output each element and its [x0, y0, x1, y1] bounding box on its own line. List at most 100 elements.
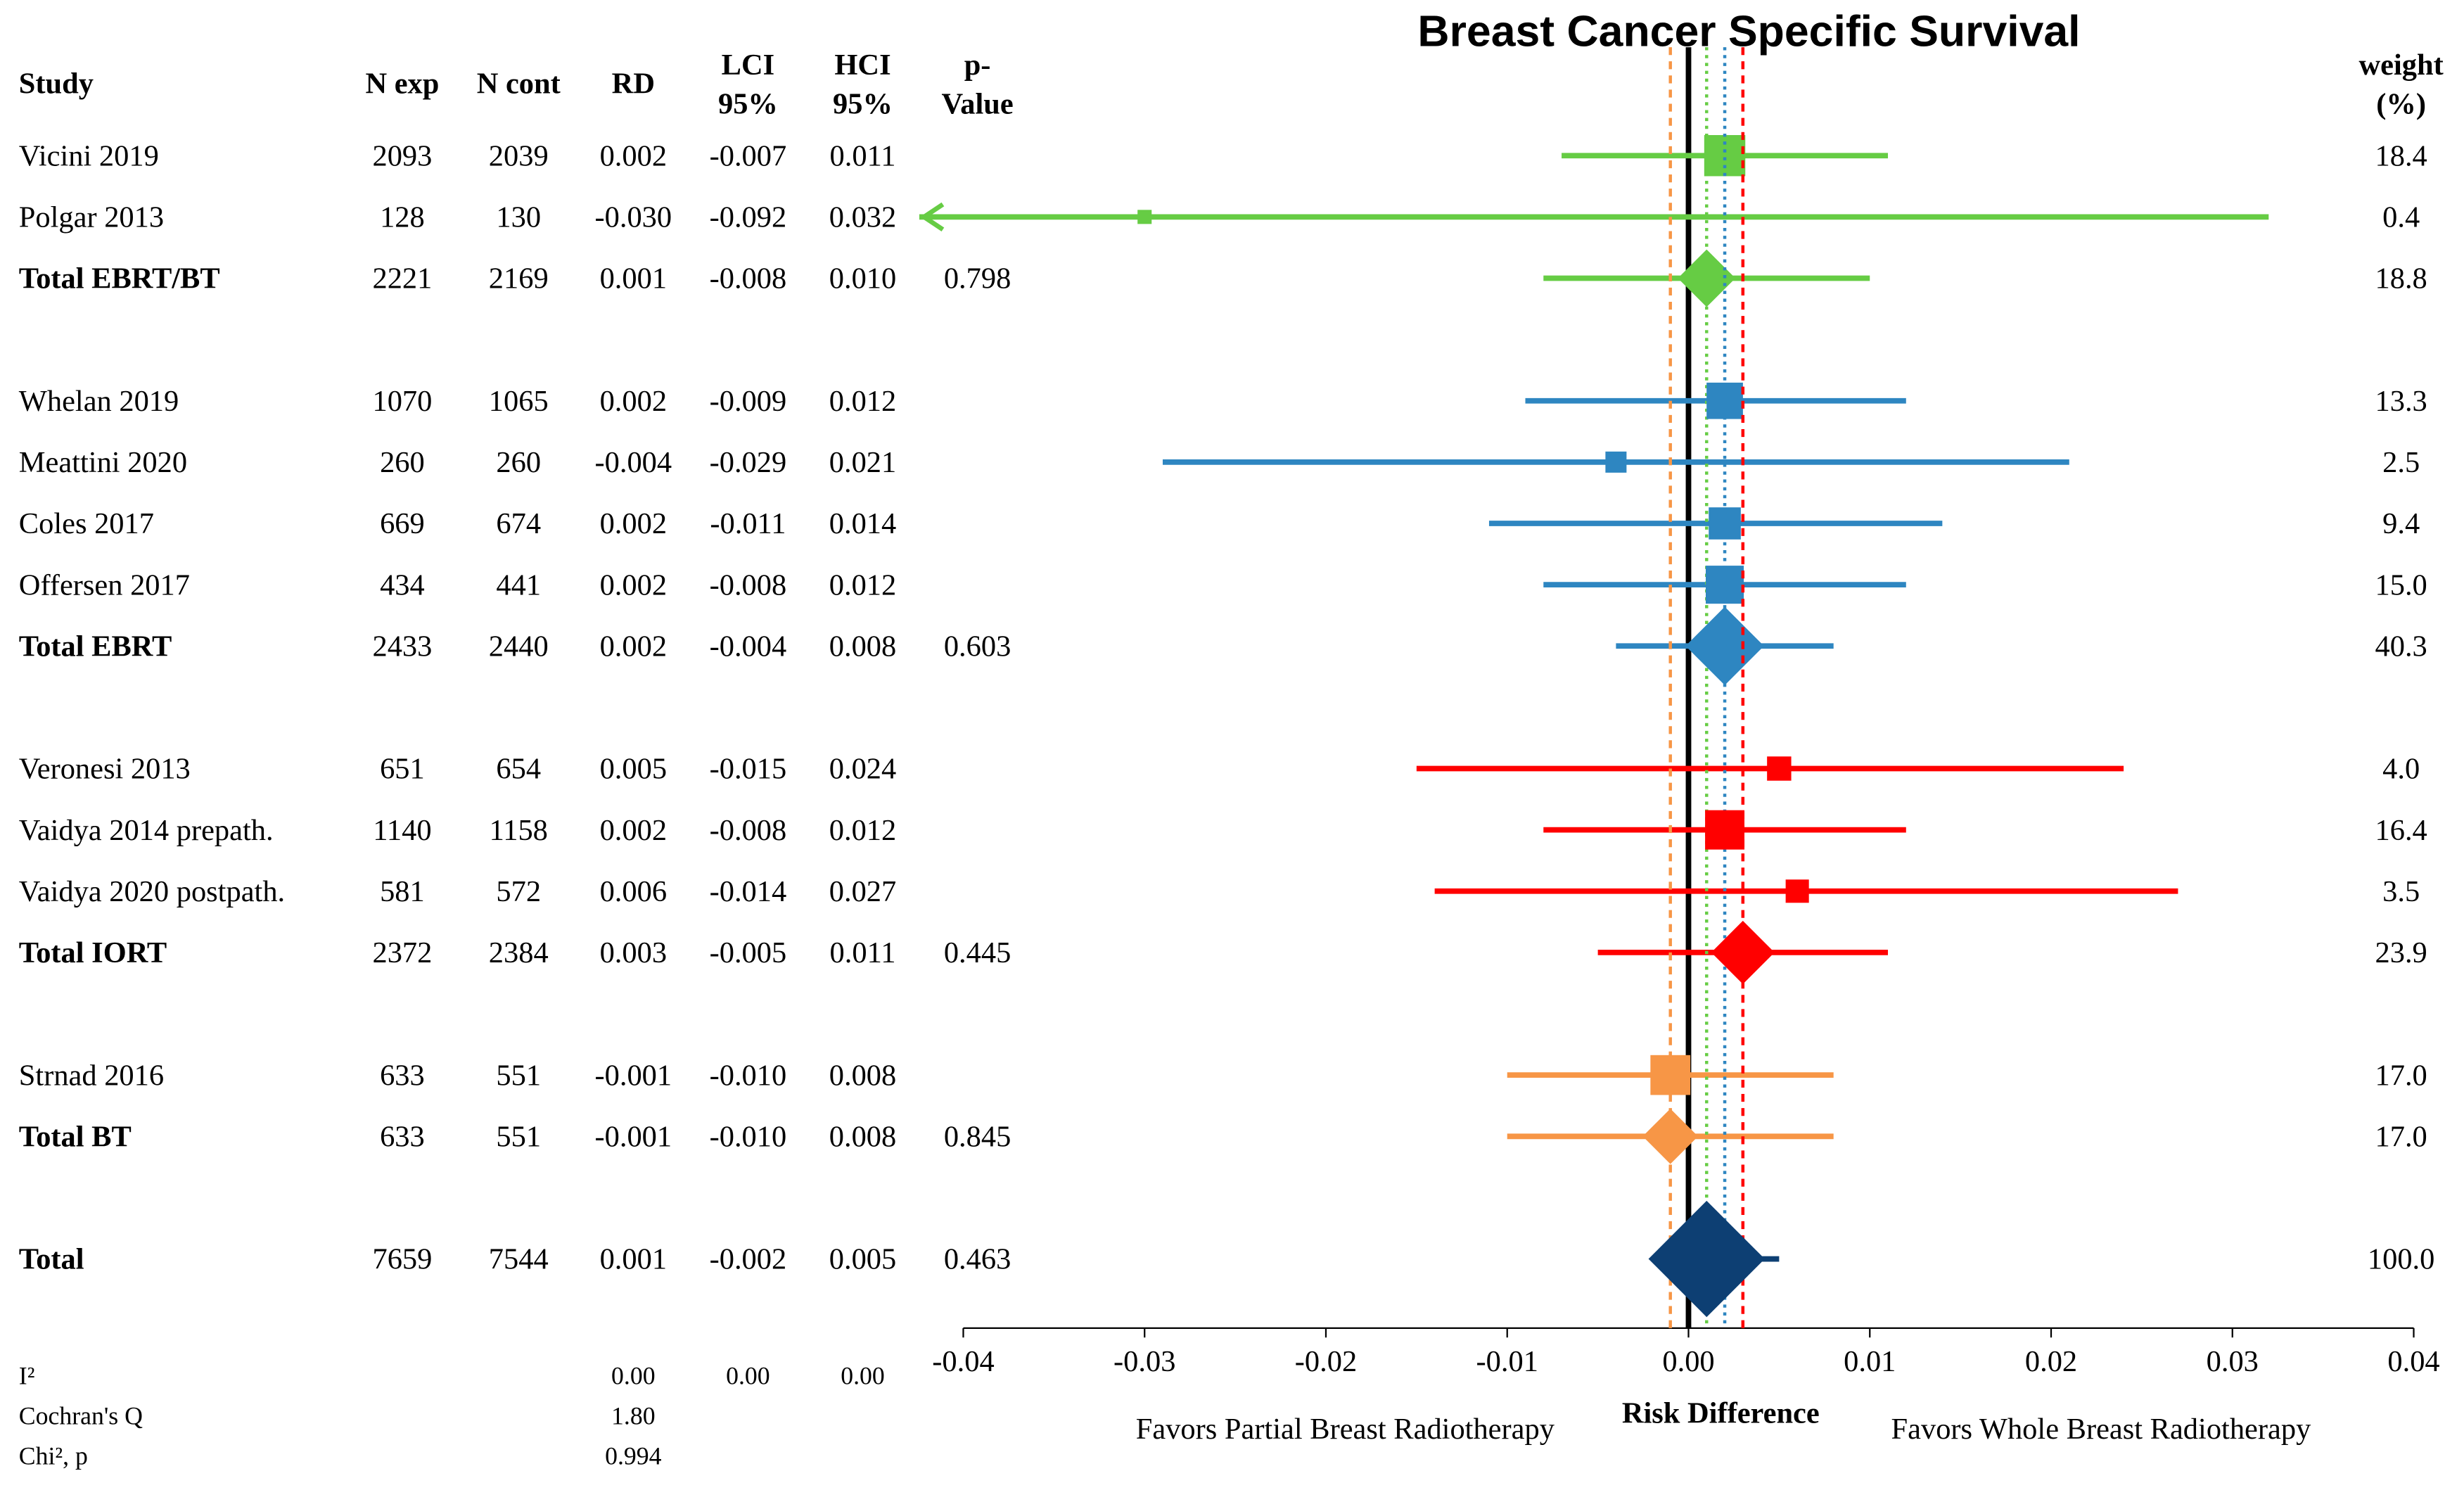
cell-rd: -0.004 [595, 446, 672, 479]
cell-rd: 0.002 [600, 507, 667, 540]
study-name: Offersen 2017 [19, 568, 190, 601]
study-square [1785, 879, 1809, 903]
cell-n-cont: 1065 [489, 385, 549, 418]
cell-weight: 0.4 [2382, 201, 2420, 234]
cell-lci: -0.008 [710, 262, 787, 295]
cell-hci: 0.011 [830, 139, 896, 172]
cell-n-cont: 441 [496, 568, 541, 601]
cell-lci: -0.029 [710, 446, 787, 479]
column-header: 95% [718, 88, 778, 121]
cell-hci: 0.008 [829, 630, 896, 663]
study-square [1650, 1055, 1691, 1095]
cell-rd: 0.001 [600, 1243, 667, 1276]
cell-n-cont: 2039 [489, 139, 549, 172]
cell-rd: 0.002 [600, 139, 667, 172]
x-tick-label: -0.02 [1295, 1345, 1357, 1378]
cell-n-exp: 7659 [372, 1243, 432, 1276]
cell-p-value: 0.845 [944, 1120, 1011, 1153]
column-header: p- [964, 49, 991, 82]
cell-hci: 0.021 [829, 446, 896, 479]
stat-value: 0.00 [611, 1362, 656, 1390]
study-name: Veronesi 2013 [19, 753, 191, 786]
x-tick-label: 0.00 [1662, 1345, 1714, 1378]
column-header: N cont [477, 68, 561, 101]
cell-lci: -0.002 [710, 1243, 787, 1276]
study-square [1137, 210, 1152, 224]
cell-lci: -0.011 [710, 507, 786, 540]
cell-weight: 23.9 [2375, 936, 2427, 969]
cell-n-exp: 1140 [373, 814, 431, 847]
cell-n-exp: 2372 [372, 936, 432, 969]
cell-weight: 18.4 [2375, 139, 2427, 172]
cell-lci: -0.010 [710, 1059, 787, 1092]
cell-p-value: 0.463 [944, 1243, 1011, 1276]
study-name: Total EBRT [19, 630, 172, 663]
column-header: Value [941, 88, 1013, 121]
cell-lci: -0.009 [710, 385, 787, 418]
study-name: Meattini 2020 [19, 446, 187, 479]
cell-weight: 4.0 [2382, 753, 2420, 786]
cell-hci: 0.011 [830, 936, 896, 969]
cell-weight: 40.3 [2375, 630, 2427, 663]
stat-label: Chi², p [19, 1441, 88, 1470]
cell-hci: 0.012 [829, 568, 896, 601]
chart-title: Breast Cancer Specific Survival [1417, 7, 2080, 56]
x-tick-label: -0.04 [932, 1345, 994, 1378]
column-header: Study [19, 68, 94, 101]
study-square [1605, 451, 1627, 473]
cell-n-cont: 674 [496, 507, 541, 540]
cell-n-cont: 260 [496, 446, 541, 479]
cell-n-exp: 2433 [372, 630, 432, 663]
column-header: LCI [722, 49, 774, 82]
x-tick-label: -0.03 [1113, 1345, 1175, 1378]
cell-hci: 0.012 [829, 385, 896, 418]
cell-lci: -0.008 [710, 814, 787, 847]
cell-rd: 0.002 [600, 568, 667, 601]
column-header: weight [2359, 49, 2444, 82]
x-tick-label: -0.01 [1476, 1345, 1538, 1378]
column-header: 95% [833, 88, 893, 121]
x-tick-label: 0.02 [2025, 1345, 2077, 1378]
cell-lci: -0.004 [710, 630, 787, 663]
cell-n-exp: 1070 [372, 385, 432, 418]
stat-label: I² [19, 1362, 35, 1390]
study-square [1767, 756, 1792, 781]
plot-area [919, 153, 2269, 1262]
left-note: Favors Partial Breast Radiotherapy [1136, 1413, 1555, 1446]
study-name: Strnad 2016 [19, 1059, 164, 1092]
cell-weight: 9.4 [2382, 507, 2420, 540]
column-header: N exp [365, 68, 439, 101]
cell-hci: 0.032 [829, 201, 896, 234]
cell-weight: 17.0 [2375, 1120, 2427, 1153]
total-diamond [1648, 1200, 1765, 1318]
stat-value: 0.00 [726, 1362, 770, 1390]
cell-rd: 0.006 [600, 875, 667, 908]
x-axis-label: Risk Difference [1622, 1397, 1820, 1430]
cell-rd: 0.002 [600, 814, 667, 847]
stat-value: 0.994 [605, 1441, 662, 1470]
cell-n-cont: 572 [496, 875, 541, 908]
total-diamond [1678, 249, 1736, 307]
cell-rd: 0.002 [600, 385, 667, 418]
study-name: Total IORT [19, 936, 167, 969]
cell-n-exp: 633 [380, 1120, 425, 1153]
x-tick-label: 0.04 [2387, 1345, 2439, 1378]
cell-n-exp: 2093 [372, 139, 432, 172]
cell-weight: 2.5 [2382, 446, 2420, 479]
cell-n-exp: 651 [380, 753, 425, 786]
study-name: Vaidya 2020 postpath. [19, 875, 285, 908]
cell-lci: -0.015 [710, 753, 787, 786]
study-square [1705, 810, 1745, 850]
column-header: RD [612, 68, 655, 101]
study-name: Whelan 2019 [19, 385, 179, 418]
ci-arrow [919, 202, 945, 232]
cell-n-cont: 551 [496, 1059, 541, 1092]
cell-rd: 0.003 [600, 936, 667, 969]
cell-lci: -0.092 [710, 201, 787, 234]
cell-weight: 3.5 [2382, 875, 2420, 908]
stat-value: 1.80 [611, 1401, 656, 1429]
cell-lci: -0.005 [710, 936, 787, 969]
cell-n-cont: 2384 [489, 936, 549, 969]
right-note: Favors Whole Breast Radiotherapy [1891, 1413, 2312, 1446]
